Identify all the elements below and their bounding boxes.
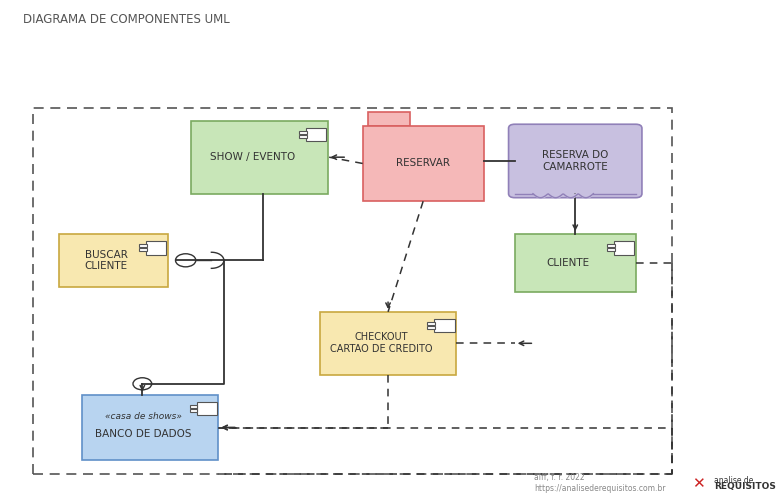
Text: RESERVAR: RESERVAR (396, 158, 450, 169)
Bar (320, 312, 456, 375)
Text: «casa de shows»: «casa de shows» (105, 412, 182, 421)
FancyBboxPatch shape (509, 124, 642, 198)
Bar (515, 234, 636, 292)
Bar (190, 405, 197, 408)
Text: ✕: ✕ (692, 476, 704, 491)
Bar (139, 244, 147, 247)
Text: CLIENTE: CLIENTE (547, 258, 590, 268)
Text: alff, f. r. 2022
https://analisederequisitos.com.br: alff, f. r. 2022 https://analisederequis… (534, 473, 666, 492)
Bar (367, 112, 410, 126)
Bar (427, 326, 435, 329)
Bar (299, 135, 307, 138)
Bar (146, 241, 166, 255)
Bar (197, 402, 217, 415)
Bar (58, 234, 168, 287)
Text: RESERVA DO
CAMARROTE: RESERVA DO CAMARROTE (542, 150, 608, 172)
Bar (191, 121, 328, 194)
Bar (427, 322, 435, 325)
Text: REQUISITOS: REQUISITOS (714, 482, 775, 491)
Text: BANCO DE DADOS: BANCO DE DADOS (95, 429, 191, 439)
Bar (299, 131, 307, 134)
Text: analise de: analise de (714, 476, 753, 485)
Bar (363, 126, 484, 201)
Bar (614, 241, 634, 255)
Bar (139, 248, 147, 251)
Text: SHOW / EVENTO: SHOW / EVENTO (210, 152, 295, 162)
Text: DIAGRAMA DE COMPONENTES UML: DIAGRAMA DE COMPONENTES UML (23, 13, 230, 26)
Bar (306, 128, 326, 141)
Text: CHECKOUT
CARTAO DE CREDITO: CHECKOUT CARTAO DE CREDITO (330, 332, 432, 354)
Bar (607, 248, 615, 251)
Bar (607, 244, 615, 247)
Bar (434, 319, 455, 332)
Text: BUSCAR
CLIENTE: BUSCAR CLIENTE (84, 249, 128, 271)
Bar (190, 409, 197, 412)
Bar (82, 395, 218, 460)
Bar (33, 108, 672, 474)
